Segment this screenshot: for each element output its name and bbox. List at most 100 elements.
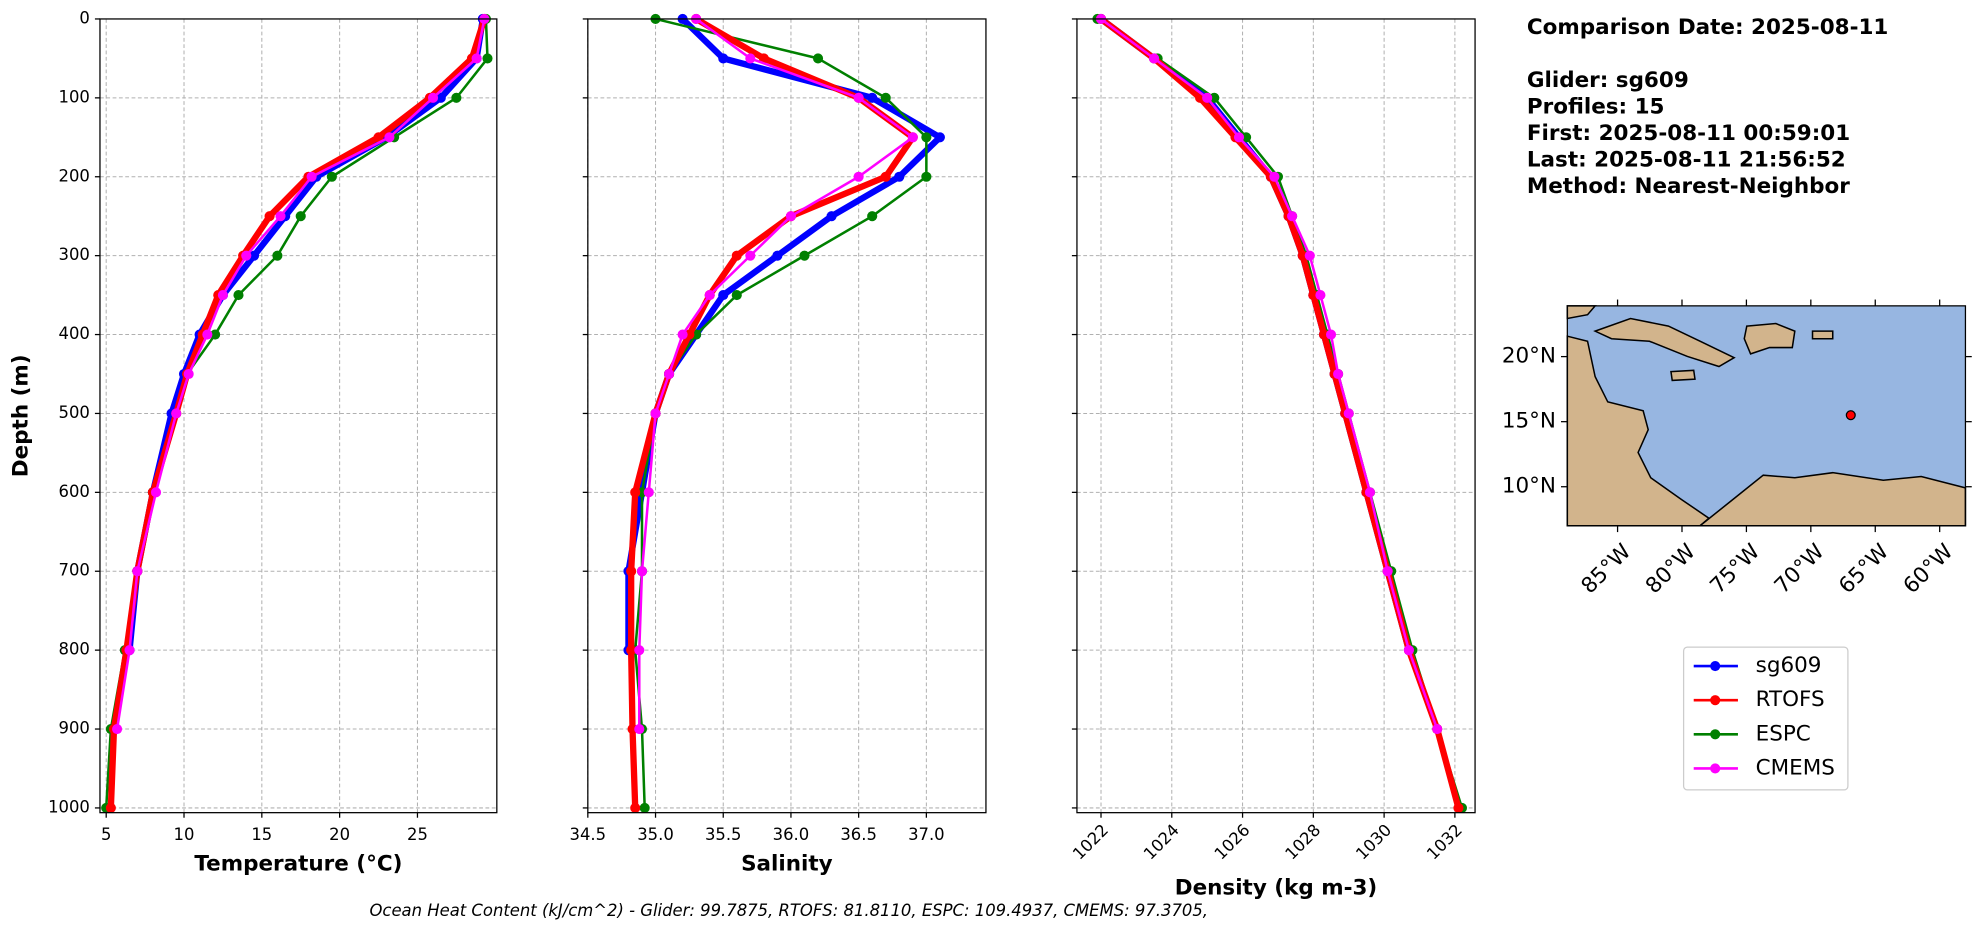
- x-tick-label: 25: [407, 825, 428, 844]
- legend-marker: [1710, 661, 1721, 672]
- legend-marker: [1710, 695, 1721, 706]
- profile-point: [826, 211, 837, 222]
- profile-point: [1453, 802, 1464, 813]
- y-tick-label: 300: [59, 245, 90, 264]
- profile-point: [1318, 329, 1330, 340]
- profile-point: [1315, 290, 1326, 301]
- profile-point: [1308, 290, 1319, 301]
- profile-point: [664, 368, 675, 380]
- profile-point: [112, 723, 123, 735]
- legend: sg609 RTOFS ESPC CMEMS: [1682, 646, 1849, 791]
- legend-marker: [1710, 729, 1721, 740]
- profile-point: [132, 566, 143, 577]
- legend-label: sg609: [1756, 653, 1822, 678]
- profile-point: [718, 53, 729, 64]
- y-tick-label: 600: [59, 482, 90, 501]
- profile-point: [894, 171, 905, 182]
- info-line: Profiles: 15: [1527, 94, 1665, 119]
- y-tick-label: 10°N: [1502, 474, 1556, 499]
- profile-point: [1287, 211, 1298, 222]
- x-tick-label: 10: [174, 825, 195, 844]
- profile-point: [704, 290, 715, 301]
- profile-line: [1096, 17, 1464, 809]
- profile-point: [921, 132, 932, 143]
- profile-point: [1233, 132, 1245, 143]
- y-tick-label: 1000: [48, 797, 90, 816]
- profile-point: [907, 132, 918, 143]
- profile-point: [639, 802, 650, 813]
- profile-point: [482, 53, 493, 64]
- x-tick-label: 34.5: [570, 825, 607, 844]
- profile-point: [853, 92, 864, 103]
- land: [1743, 322, 1796, 355]
- profile-point: [731, 290, 742, 301]
- profile-point: [264, 211, 275, 222]
- profile-point: [427, 92, 439, 103]
- profile-point: [799, 250, 810, 261]
- profile-point: [626, 566, 637, 577]
- y-tick-label: 200: [59, 166, 90, 185]
- y-tick-label: 800: [59, 640, 90, 659]
- legend-marker: [1710, 763, 1721, 774]
- info-line: Last: 2025-08-11 21:56:52: [1527, 148, 1846, 173]
- profile-point: [921, 171, 932, 182]
- profile-point: [812, 53, 824, 64]
- profile-point: [1403, 645, 1414, 656]
- land: [1811, 330, 1834, 340]
- x-tick-label: 35.0: [637, 825, 674, 844]
- profile-point: [1297, 250, 1308, 261]
- profile-point: [233, 290, 244, 301]
- profile-point: [210, 329, 221, 340]
- y-tick-label: 20°N: [1502, 344, 1556, 369]
- profile-point: [471, 53, 482, 64]
- profile-point: [248, 250, 260, 261]
- profile-point: [731, 250, 742, 261]
- x-tick-label: 36.0: [773, 825, 810, 844]
- x-tick-label: 15: [251, 825, 272, 844]
- map-base: [1566, 305, 1967, 527]
- profile-point: [183, 368, 194, 380]
- y-tick-label: 400: [59, 324, 90, 343]
- legend-label: CMEMS: [1756, 755, 1835, 780]
- profile-point: [677, 329, 688, 340]
- profile-point: [217, 290, 228, 301]
- legend-label: RTOFS: [1756, 687, 1825, 712]
- profile-point: [326, 171, 337, 182]
- profile-line: [107, 18, 488, 809]
- y-tick-label: 0: [79, 8, 89, 27]
- profile-point: [1241, 132, 1252, 143]
- x-axis-label: Salinity: [741, 851, 833, 876]
- profile-point: [1325, 329, 1337, 340]
- map-frame: [1566, 305, 1967, 527]
- x-tick-label: 35.5: [705, 825, 742, 844]
- axes-frame: [99, 18, 498, 814]
- info-line: Method: Nearest-Neighbor: [1527, 174, 1850, 199]
- info-block: Comparison Date: 2025-08-11 Glider: sg60…: [1527, 15, 1888, 199]
- profile-point: [295, 211, 306, 222]
- profile-point: [1304, 250, 1315, 261]
- x-axis-label: Density (kg m-3): [1175, 876, 1378, 901]
- info-line: Glider: sg609: [1527, 68, 1689, 93]
- profile-point: [867, 211, 878, 222]
- profile-point: [880, 92, 891, 103]
- profile-point: [435, 92, 446, 103]
- profile-point: [1382, 566, 1393, 577]
- profile-point: [867, 92, 878, 103]
- profile-point: [634, 723, 645, 735]
- profile-point: [1432, 723, 1443, 735]
- profile-point: [272, 250, 283, 261]
- profile-point: [451, 92, 462, 103]
- profile-point: [880, 171, 891, 182]
- axes-frame: [587, 18, 987, 814]
- axes-frame: [1076, 18, 1476, 814]
- profile-point: [643, 487, 654, 498]
- profile-point: [306, 171, 317, 182]
- glider-location: [1845, 410, 1856, 421]
- profile-point: [758, 53, 769, 64]
- y-tick-label: 100: [59, 87, 90, 106]
- profile-line: [633, 17, 928, 808]
- profile-point: [1202, 92, 1213, 103]
- profile-point: [1149, 53, 1160, 64]
- profile-point: [384, 132, 395, 143]
